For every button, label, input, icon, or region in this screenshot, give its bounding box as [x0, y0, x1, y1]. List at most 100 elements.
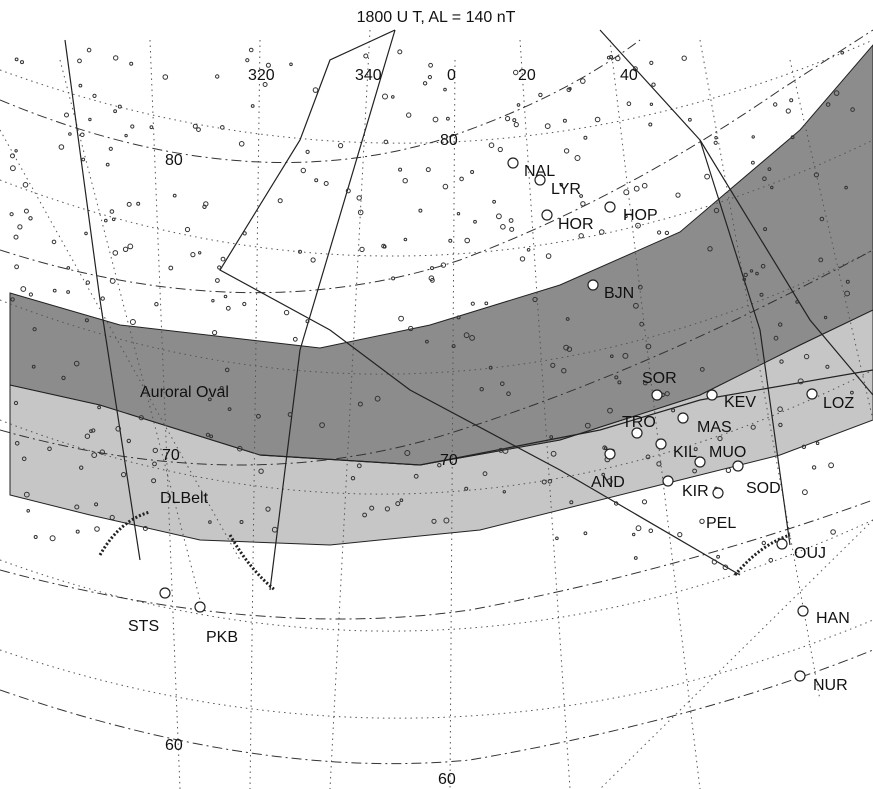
grid-point-marker — [21, 456, 27, 462]
grid-point-marker — [513, 69, 519, 76]
grid-point-marker — [13, 234, 19, 240]
grid-point-marker — [614, 375, 619, 380]
station-label-tro: TRO — [622, 414, 656, 431]
grid-point-marker — [220, 256, 226, 262]
grid-point-marker — [192, 123, 198, 129]
grid-point-marker — [623, 189, 630, 196]
grid-point-marker — [469, 335, 476, 341]
grid-point-marker — [633, 302, 639, 309]
station-label-nur: NUR — [813, 677, 848, 694]
grid-point-marker — [532, 296, 538, 303]
grid-point-marker — [614, 501, 619, 506]
grid-point-marker — [217, 265, 222, 270]
grid-point-marker — [237, 445, 243, 452]
grid-point-marker — [47, 446, 52, 452]
station-label-muo: MUO — [709, 444, 746, 461]
grid-point-marker — [802, 489, 808, 496]
grid-point-marker — [111, 217, 116, 222]
grid-point-marker — [152, 447, 159, 454]
grid-point-marker — [749, 269, 754, 273]
grid-point-marker — [99, 449, 106, 455]
grid-point-marker — [751, 160, 755, 165]
grid-point-marker — [578, 233, 584, 239]
grid-point-marker — [33, 535, 38, 539]
grid-point-marker — [207, 397, 212, 402]
station-label-pkb: PKB — [206, 629, 238, 646]
grid-point-marker — [84, 318, 89, 323]
grid-point-marker — [677, 532, 683, 538]
grid-point-marker — [755, 271, 759, 276]
grid-point-marker — [617, 380, 622, 385]
grid-point-marker — [699, 367, 705, 372]
grid-point-marker — [555, 536, 559, 541]
grid-point-marker — [362, 512, 368, 518]
grid-point-marker — [681, 55, 687, 61]
lat-label-70-left: 70 — [162, 447, 180, 464]
grid-point-marker — [762, 176, 767, 181]
grid-point-marker — [310, 257, 316, 263]
grid-point-marker — [397, 49, 403, 55]
grid-point-marker — [639, 321, 645, 327]
grid-point-marker — [97, 405, 101, 410]
grid-point-marker — [152, 461, 157, 467]
grid-point-marker — [714, 136, 718, 140]
grid-point-marker — [220, 125, 225, 130]
grid-point-marker — [819, 216, 825, 222]
grid-point-marker — [289, 62, 293, 67]
grid-point-marker — [227, 407, 232, 412]
grid-point-marker — [635, 222, 641, 229]
grid-point-marker — [767, 167, 772, 172]
grid-point-marker — [464, 237, 471, 244]
grid-point-marker — [492, 199, 497, 204]
grid-point-marker — [437, 463, 442, 468]
grid-point-marker — [559, 182, 564, 187]
grid-point-marker — [84, 231, 88, 236]
lat-label-80-left: 80 — [165, 152, 183, 169]
lat-label-60-left: 60 — [165, 737, 183, 754]
grid-point-marker — [569, 500, 574, 505]
grid-point-marker — [20, 60, 24, 65]
grid-point-marker — [402, 178, 408, 184]
grid-point-marker — [428, 62, 434, 68]
grid-point-marker — [242, 301, 247, 307]
grid-point-marker — [579, 194, 583, 198]
station-marker-loz — [806, 388, 818, 400]
grid-point-marker — [432, 116, 439, 123]
grid-point-marker — [223, 294, 228, 299]
grid-point-marker — [496, 213, 502, 220]
grid-point-marker — [359, 246, 365, 253]
grid-point-marker — [602, 445, 607, 451]
grid-point-marker — [94, 526, 100, 532]
grid-point-marker — [262, 82, 268, 87]
grid-point-marker — [479, 387, 484, 392]
grid-point-marker — [404, 450, 411, 456]
grid-point-marker — [224, 367, 230, 373]
grid-point-marker — [648, 528, 654, 534]
grid-point-marker — [91, 452, 98, 459]
grid-point-marker — [265, 506, 271, 512]
grid-point-marker — [10, 165, 16, 172]
grid-point-marker — [459, 176, 464, 182]
grid-point-marker — [338, 143, 344, 149]
grid-point-marker — [713, 207, 720, 214]
grid-point-marker — [151, 478, 157, 484]
grid-point-marker — [443, 517, 450, 524]
grid-point-marker — [430, 278, 435, 283]
grid-point-marker — [28, 216, 33, 221]
station-label-kev: KEV — [724, 394, 756, 411]
station-marker-sts — [159, 587, 171, 599]
grid-point-marker — [212, 330, 218, 336]
grid-point-marker — [363, 53, 369, 59]
grid-point-marker — [154, 302, 159, 307]
station-marker-sor — [651, 389, 663, 401]
grid-point-marker — [473, 219, 477, 224]
grid-point-marker — [601, 472, 606, 477]
grid-point-marker — [498, 447, 504, 453]
grid-point-marker — [844, 290, 850, 297]
station-label-mas: MAS — [697, 419, 732, 436]
grid-point-marker — [632, 66, 638, 72]
grid-point-marker — [142, 526, 148, 531]
grid-point-marker — [190, 252, 196, 258]
station-label-han: HAN — [816, 610, 850, 627]
